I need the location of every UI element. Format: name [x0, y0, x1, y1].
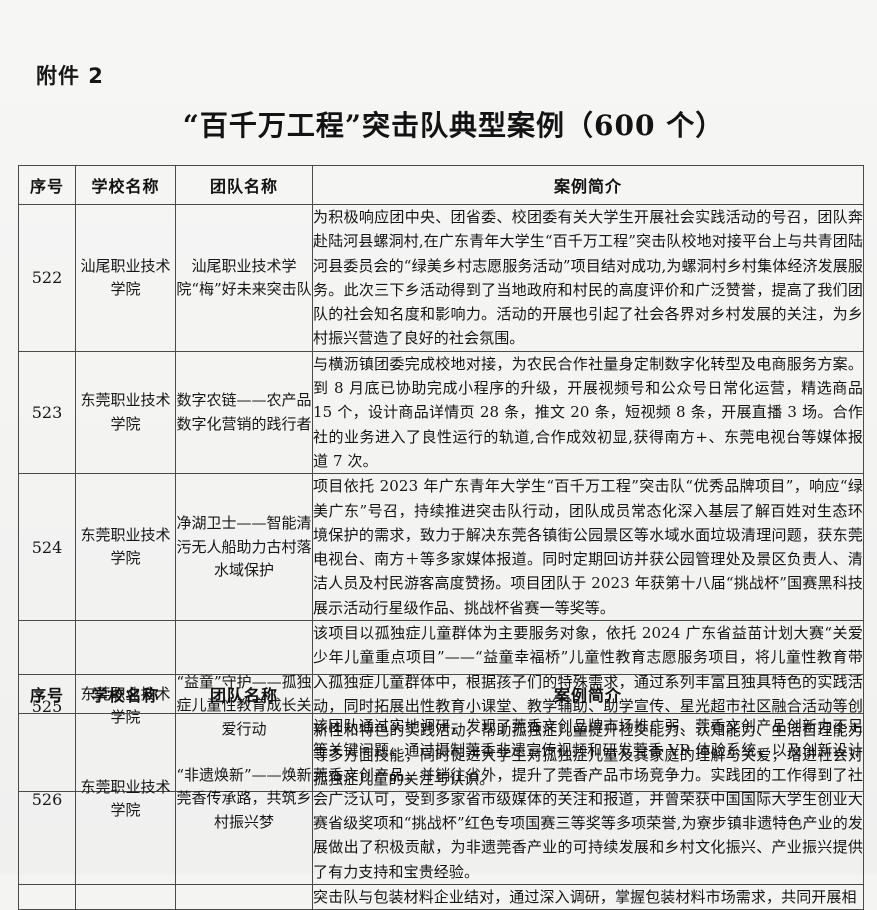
attachment-label: 附件 2	[36, 64, 104, 88]
table-row: 523 东莞职业技术学院 数字农链——农产品数字化营销的践行者 与横沥镇团委完成…	[18, 350, 864, 475]
table-row-partial: 突击队与包装材料企业结对，通过深入调研，掌握包装材料市场需求，共同开展相	[18, 884, 864, 910]
cell-desc: 为积极响应团中央、团省委、校团委有关大学生开展社会实践活动的号召，团队奔赴陆河县…	[312, 204, 864, 352]
column-header-school: 学校名称	[75, 165, 176, 205]
column-header-team: 团队名称	[175, 674, 313, 714]
cell-no: 526	[18, 712, 76, 886]
table-row: 526 东莞职业技术学院 “非遗焕新”——焕新莞香传承路，共筑乡村振兴梦 该团队…	[18, 712, 864, 886]
column-header-desc: 案例简介	[312, 165, 864, 205]
cell-team	[175, 884, 313, 910]
cell-team: “非遗焕新”——焕新莞香传承路，共筑乡村振兴梦	[175, 712, 313, 886]
column-header-desc: 案例简介	[312, 674, 864, 714]
page-title: “百千万工程”突击队典型案例（600 个）	[182, 109, 725, 142]
cell-desc: 与横沥镇团委完成校地对接，为农民合作社量身定制数字化转型及电商服务方案。到 8 …	[312, 350, 864, 475]
cell-school: 东莞职业技术学院	[75, 473, 176, 622]
column-header-no: 序号	[18, 674, 76, 714]
cell-desc: 该团队通过实地调研，发现了莞香文创品牌市场推广弱、莞香文创产品创新力不足等关键问…	[312, 712, 864, 886]
cell-team: 净湖卫士——智能清污无人船助力古村落水域保护	[175, 473, 313, 622]
column-header-no: 序号	[18, 165, 76, 205]
cell-no: 523	[18, 350, 76, 475]
table-row: 524 东莞职业技术学院 净湖卫士——智能清污无人船助力古村落水域保护 项目依托…	[18, 473, 864, 622]
cell-school: 东莞职业技术学院	[75, 350, 176, 475]
table-header-row: 序号 学校名称 团队名称 案例简介	[18, 674, 864, 714]
cell-no	[18, 884, 76, 910]
cell-desc: 突击队与包装材料企业结对，通过深入调研，掌握包装材料市场需求，共同开展相	[312, 884, 864, 910]
cell-school: 汕尾职业技术学院	[75, 204, 176, 352]
cell-school	[75, 884, 176, 910]
cell-school: 东莞职业技术学院	[75, 712, 176, 886]
cell-desc: 项目依托 2023 年广东青年大学生“百千万工程”突击队“优秀品牌项目”，响应“…	[312, 473, 864, 622]
table-row: 522 汕尾职业技术学院 汕尾职业技术学院“梅”好未来突击队 为积极响应团中央、…	[18, 204, 864, 352]
cell-team: 数字农链——农产品数字化营销的践行者	[175, 350, 313, 475]
cell-no: 522	[18, 204, 76, 352]
table-header-row: 序号 学校名称 团队名称 案例简介	[18, 165, 864, 205]
column-header-school: 学校名称	[75, 674, 176, 714]
column-header-team: 团队名称	[175, 165, 313, 205]
cell-no: 524	[18, 473, 76, 622]
cell-team: 汕尾职业技术学院“梅”好未来突击队	[175, 204, 313, 352]
